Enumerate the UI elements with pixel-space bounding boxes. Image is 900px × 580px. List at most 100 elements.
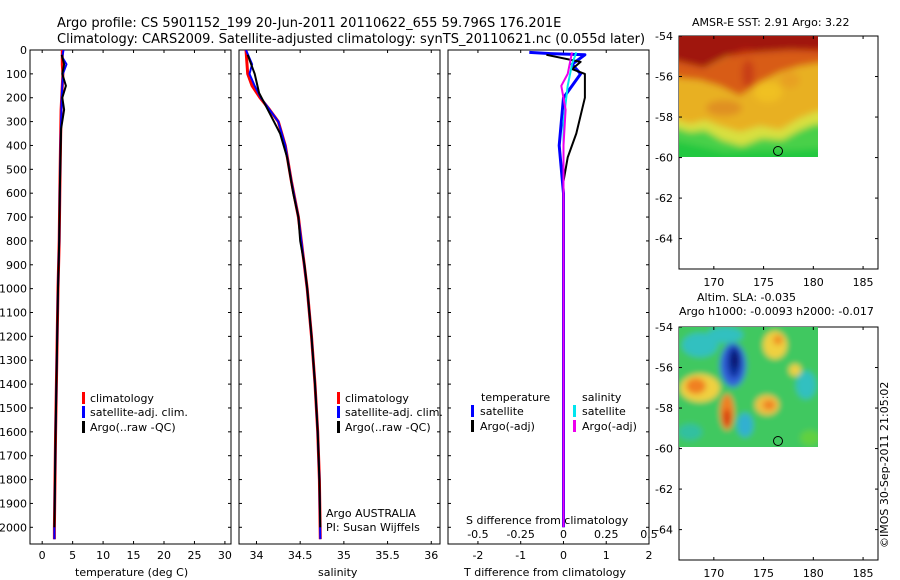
- legend-swatch-satellite: [82, 406, 85, 418]
- depth-tick-label: 1000: [0, 283, 27, 296]
- map-y-tick-label: -58: [655, 111, 673, 124]
- map-y-tick-label: -54: [655, 30, 673, 43]
- x-tick-label: 30: [218, 549, 232, 562]
- temperature-xlabel: temperature (deg C): [75, 566, 188, 579]
- series-line-argo-raw-qc: [53, 54, 67, 528]
- legend-title-salinity: salinity: [582, 391, 622, 404]
- legend-swatch-argo: [82, 421, 85, 433]
- x-tick-label: 36: [424, 549, 438, 562]
- map-y-tick-label: -60: [655, 152, 673, 165]
- depth-tick-label: 0: [20, 44, 27, 57]
- map-y-tick-label: -56: [655, 362, 673, 375]
- legend-label-satellite: satellite-adj. clim.: [90, 406, 188, 419]
- legend-swatch-temp-argo: [471, 420, 474, 432]
- map-y-tick-label: -64: [655, 233, 673, 246]
- map-x-tick-label: 185: [853, 276, 874, 289]
- map-y-tick-label: -62: [655, 192, 673, 205]
- salinity-axes-box: [238, 49, 441, 545]
- s-difference-label: S difference from climatology: [466, 514, 629, 527]
- sla-argo-position-marker: [773, 436, 783, 446]
- legend-label-temp-argo: Argo(-adj): [480, 420, 535, 433]
- depth-tick-label: 400: [6, 139, 27, 152]
- temperature-axes-box: [29, 49, 232, 545]
- map-x-tick-label: 185: [853, 567, 874, 580]
- sst-map-axes: 170 175 180 185 -54 -56 -58 -60 -62 -64: [655, 30, 878, 289]
- legend-label-satellite: satellite-adj. clim.: [345, 406, 443, 419]
- difference-axes-box: [447, 49, 650, 545]
- salinity-legend: climatology satellite-adj. clim. Argo(..…: [337, 392, 443, 434]
- depth-tick-label: 1800: [0, 474, 27, 487]
- legend-label-sal-satellite: satellite: [582, 405, 626, 418]
- s-tick-label: -0.25: [506, 528, 534, 541]
- depth-tick-label: 100: [6, 68, 27, 81]
- legend-label-sal-argo: Argo(-adj): [582, 420, 637, 433]
- t-difference-x-axis: -2 -1 0 1 2: [472, 50, 653, 562]
- x-tick-label: 2: [646, 549, 653, 562]
- map-x-tick-label: 180: [803, 276, 824, 289]
- legend-swatch-climatology: [337, 392, 340, 404]
- depth-tick-label: 200: [6, 92, 27, 105]
- legend-label-argo: Argo(..raw -QC): [345, 421, 431, 434]
- s-difference-ticks: -0.5 -0.25 0 0.25 0.5: [467, 528, 658, 541]
- depth-tick-label: 600: [6, 187, 27, 200]
- series-line-climatology: [244, 50, 322, 540]
- sla-map-panel: Altim. SLA: -0.035 Argo h1000: -0.0093 h…: [655, 291, 879, 580]
- depth-tick-label: 1600: [0, 426, 27, 439]
- depth-tick-label: 1200: [0, 330, 27, 343]
- temperature-x-axis: 0 5 10 15 20 25 30: [39, 50, 232, 562]
- x-tick-label: 35: [337, 549, 351, 562]
- salinity-series: [244, 50, 322, 540]
- s-tick-label: 0: [560, 528, 567, 541]
- x-tick-label: 0: [39, 549, 46, 562]
- sla-heatmap: [679, 327, 818, 447]
- series-line-temperature-satellite: [529, 50, 587, 528]
- s-tick-label: -0.5: [467, 528, 488, 541]
- legend-label-climatology: climatology: [345, 392, 409, 405]
- depth-tick-label: 300: [6, 116, 27, 129]
- difference-panel: -2 -1 0 1 2 S difference from climatology -0…: [447, 49, 658, 579]
- depth-tick-label: 1300: [0, 354, 27, 367]
- figure-title-line1: Argo profile: CS 5901152_199 20-Jun-2011…: [57, 16, 561, 31]
- depth-tick-label: 1400: [0, 378, 27, 391]
- x-tick-label: -1: [515, 549, 526, 562]
- depth-tick-label: 1900: [0, 497, 27, 510]
- map-x-tick-label: 175: [753, 567, 774, 580]
- map-y-tick-label: -56: [655, 71, 673, 84]
- map-x-tick-label: 170: [703, 276, 724, 289]
- x-tick-label: -2: [472, 549, 483, 562]
- temperature-legend: climatology satellite-adj. clim. Argo(..…: [82, 392, 188, 434]
- legend-swatch-climatology: [82, 392, 85, 404]
- series-line-argo-raw-qc: [246, 54, 322, 528]
- sla-map-subtitle: Argo h1000: -0.0093 h2000: -0.017: [679, 305, 874, 318]
- depth-axis: 0 100 200 300 400 500 600 700 800 900 1000 1100 1200…: [0, 44, 231, 534]
- agency-note: Argo AUSTRALIA: [326, 507, 416, 520]
- legend-label-argo: Argo(..raw -QC): [90, 421, 176, 434]
- t-difference-xlabel: T difference from climatology: [463, 566, 626, 579]
- map-y-tick-label: -64: [655, 524, 673, 537]
- sla-map-title: Altim. SLA: -0.035: [697, 291, 796, 304]
- s-tick-label: 0.5: [640, 528, 658, 541]
- depth-tick-label: 900: [6, 259, 27, 272]
- x-tick-label: 1: [603, 549, 610, 562]
- x-tick-label: 34: [249, 549, 263, 562]
- map-x-tick-label: 175: [753, 276, 774, 289]
- sst-map-title: AMSR-E SST: 2.91 Argo: 3.22: [692, 16, 850, 29]
- map-y-tick-label: -60: [655, 443, 673, 456]
- pi-note: PI: Susan Wijffels: [326, 521, 420, 534]
- x-tick-label: 0: [560, 549, 567, 562]
- figure-title-line2: Climatology: CARS2009. Satellite-adjuste…: [57, 32, 645, 47]
- legend-swatch-sal-satellite: [573, 405, 576, 417]
- legend-label-temp-satellite: satellite: [480, 405, 524, 418]
- salinity-x-axis: 34 34.5 35 35.5 36: [249, 50, 438, 562]
- temperature-panel: 0100200300400500600700800900100011001200…: [0, 44, 232, 579]
- depth-tick-label: 800: [6, 235, 27, 248]
- x-tick-label: 15: [127, 549, 141, 562]
- salinity-xlabel: salinity: [318, 566, 358, 579]
- difference-y-ticks: [448, 49, 649, 528]
- legend-title-temperature: temperature: [481, 391, 550, 404]
- salinity-y-ticks: [239, 49, 440, 528]
- x-tick-label: 20: [157, 549, 171, 562]
- sst-map-panel: AMSR-E SST: 2.91 Argo: 3.22 170 175 180 185…: [655, 16, 879, 289]
- legend-swatch-sal-argo: [573, 420, 576, 432]
